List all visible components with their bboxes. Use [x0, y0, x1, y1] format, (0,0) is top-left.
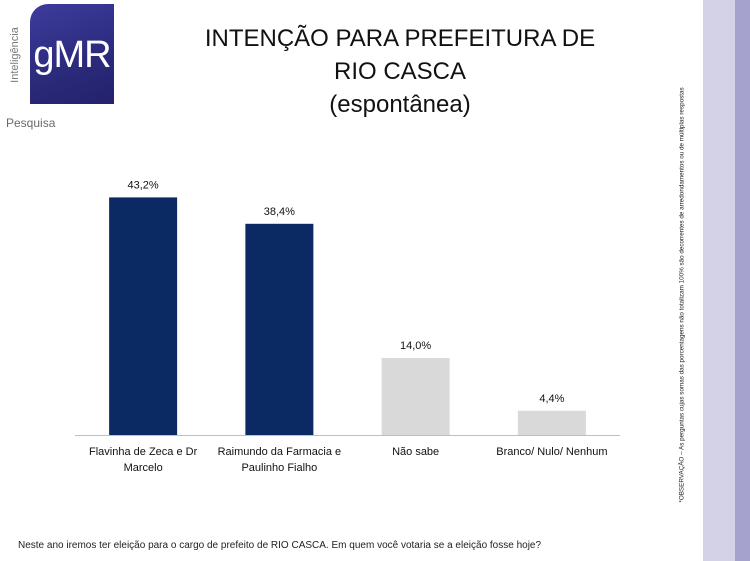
data-label-0: 43,2% [128, 179, 159, 191]
title-line-1: INTENÇÃO PARA PREFEITURA DE [204, 25, 596, 52]
category-label-2-0: Não sabe [392, 446, 439, 458]
category-label-1-0: Raimundo da Farmacia e [218, 446, 342, 458]
page-title: INTENÇÃO PARA PREFEITURA DE RIO CASCA (e… [170, 22, 630, 121]
bar-1 [245, 223, 314, 435]
data-label-2: 14,0% [400, 340, 431, 352]
category-label-0-0: Flavinha de Zeca e Dr [89, 446, 198, 458]
data-label-3: 4,4% [539, 393, 564, 405]
accent-bar-dark [735, 0, 750, 561]
bar-3 [517, 410, 586, 435]
logo: Inteligência gMR Pesquisa [4, 0, 114, 132]
category-label-3-0: Branco/ Nulo/ Nenhum [496, 446, 607, 458]
bar-0 [109, 197, 178, 435]
logo-mark: gMR [33, 34, 111, 76]
bar-2 [381, 358, 450, 435]
category-label-0-1: Marcelo [124, 462, 163, 474]
survey-question: Neste ano iremos ter eleição para o carg… [18, 540, 542, 551]
logo-box: gMR [30, 4, 114, 104]
data-label-1: 38,4% [264, 206, 295, 218]
logo-subtitle: Pesquisa [6, 116, 56, 130]
category-label-1-1: Paulinho Fialho [241, 462, 317, 474]
title-line-3: (espontânea) [329, 91, 471, 118]
title-line-2: RIO CASCA [333, 58, 467, 85]
